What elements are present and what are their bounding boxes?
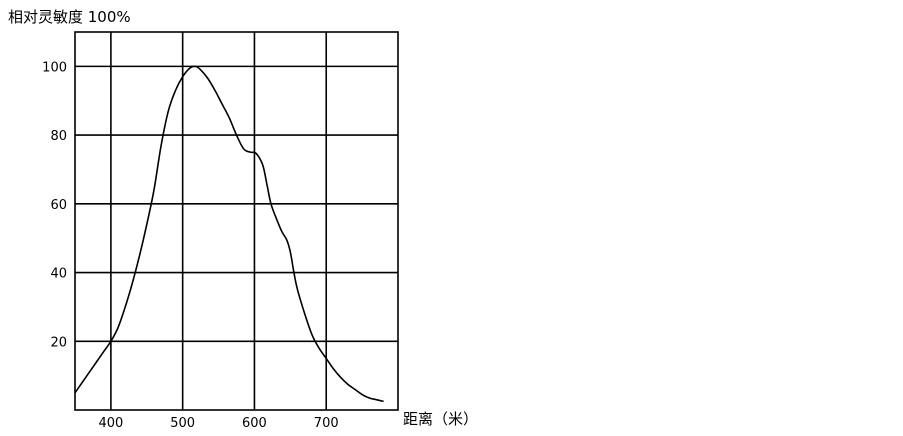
y-axis-label: 相对灵敏度 100% xyxy=(8,8,131,26)
y-tick-label-60: 60 xyxy=(50,198,67,213)
plot-frame xyxy=(74,31,399,411)
x-tick-label-700: 700 xyxy=(314,416,339,431)
y-tick-label-100: 100 xyxy=(42,60,67,75)
x-tick-label-400: 400 xyxy=(98,416,123,431)
tick-labels: 400 500 600 700 20 40 60 80 100 xyxy=(42,60,338,431)
series-layer xyxy=(74,65,384,403)
plot-border xyxy=(74,31,399,411)
y-tick-label-80: 80 xyxy=(50,129,67,144)
y-tick-label-20: 20 xyxy=(50,335,67,350)
series-line-0 xyxy=(74,65,384,403)
x-tick-label-600: 600 xyxy=(242,416,267,431)
x-tick-label-500: 500 xyxy=(170,416,195,431)
y-tick-label-40: 40 xyxy=(50,267,67,282)
chart-grid xyxy=(75,32,398,410)
x-axis-label: 距离（米） xyxy=(403,410,478,428)
